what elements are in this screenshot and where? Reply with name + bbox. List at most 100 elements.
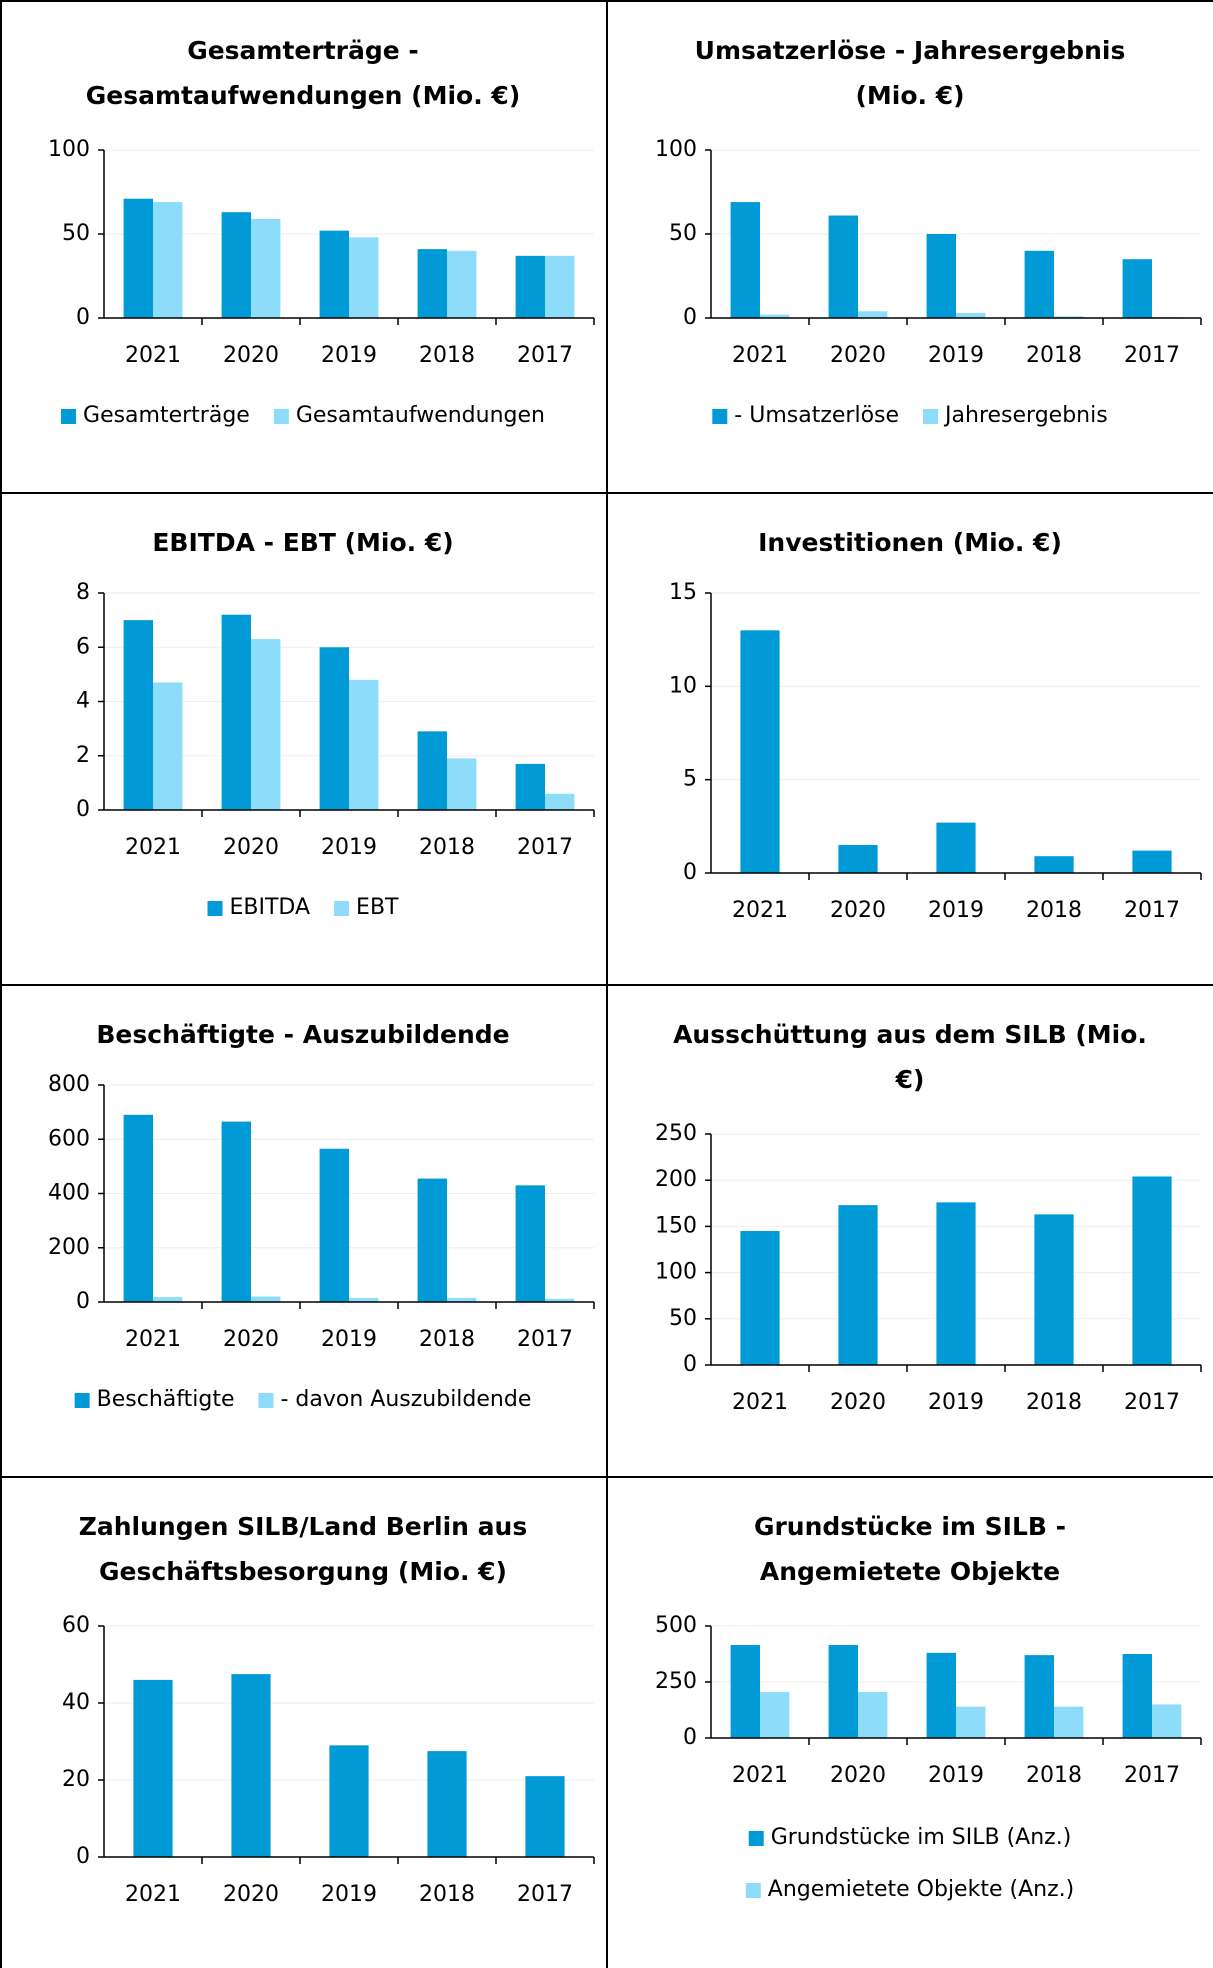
y-tick-label: 800 (48, 1072, 90, 1097)
bar (1132, 850, 1172, 873)
legend-swatch (334, 901, 350, 916)
bar (1054, 1706, 1084, 1738)
bar (221, 212, 251, 318)
y-tick-label: 400 (48, 1181, 90, 1206)
bar (349, 679, 379, 810)
bar (545, 1298, 575, 1302)
bar (515, 1185, 545, 1302)
x-tick-label: 2020 (830, 1763, 886, 1788)
chart-cell: Ausschüttung aus dem SILB (Mio. €) 0 50 100 1… (607, 984, 1213, 1476)
chart-title: Zahlungen SILB/Land Berlin aus (79, 1512, 527, 1541)
bar (349, 1297, 379, 1302)
x-tick-label: 2019 (321, 343, 377, 368)
chart-cell: Zahlungen SILB/Land Berlin aus Geschäftsb… (0, 1476, 606, 1968)
bar (319, 1148, 349, 1302)
bar (926, 234, 956, 318)
bar (1152, 1704, 1182, 1738)
legend-label: Angemietete Objekte (Anz.) (768, 1877, 1074, 1902)
x-tick-label: 2017 (517, 835, 573, 860)
x-tick-label: 2020 (223, 835, 279, 860)
x-tick-label: 2020 (223, 1882, 279, 1907)
x-tick-label: 2020 (223, 343, 279, 368)
border (0, 492, 1213, 494)
y-tick-label: 5 (683, 767, 697, 792)
chart-title: Angemietete Objekte (760, 1557, 1060, 1586)
bar (417, 731, 447, 810)
bar (1122, 1654, 1152, 1738)
y-tick-label: 0 (76, 1289, 90, 1314)
bar (329, 1745, 369, 1857)
bar (1024, 1655, 1054, 1738)
bar (760, 1692, 790, 1738)
bar (545, 255, 575, 318)
chart: EBITDA - EBT (Mio. €) 0 2 4 6 8 2021 2020 2019 20… (76, 528, 595, 920)
chart-title: Ausschüttung aus dem SILB (Mio. (673, 1020, 1147, 1049)
y-tick-label: 150 (655, 1213, 697, 1238)
x-tick-label: 2021 (732, 898, 788, 923)
legend-label: Beschäftigte (97, 1387, 235, 1412)
x-tick-label: 2021 (125, 835, 181, 860)
y-tick-label: 40 (62, 1690, 90, 1715)
chart-title: Geschäftsbesorgung (Mio. €) (99, 1557, 507, 1586)
chart-title: €) (895, 1065, 925, 1094)
chart-title: Grundstücke im SILB - (754, 1512, 1066, 1541)
bar (858, 311, 888, 318)
legend-swatch (61, 409, 77, 424)
bar (1034, 856, 1074, 873)
x-tick-label: 2018 (1026, 898, 1082, 923)
x-tick-label: 2018 (419, 1327, 475, 1352)
bar (760, 314, 790, 318)
bar (828, 215, 858, 318)
x-tick-label: 2018 (1026, 1390, 1082, 1415)
y-tick-label: 6 (76, 634, 90, 659)
x-tick-label: 2017 (1124, 1390, 1180, 1415)
chart-title: Gesamterträge - (187, 36, 419, 65)
legend-swatch (207, 901, 223, 916)
bar (417, 1178, 447, 1302)
chart-cell: Grundstücke im SILB - Angemietete Objekte… (607, 1476, 1213, 1968)
y-tick-label: 200 (48, 1235, 90, 1260)
bar (1024, 250, 1054, 318)
x-tick-label: 2019 (321, 1327, 377, 1352)
bar (545, 793, 575, 810)
chart: Zahlungen SILB/Land Berlin aus Geschäftsb… (62, 1512, 595, 1907)
y-tick-label: 4 (76, 689, 90, 714)
y-tick-label: 0 (683, 860, 697, 885)
legend-swatch (712, 409, 728, 424)
legend-label: EBITDA (230, 895, 311, 920)
x-tick-label: 2018 (419, 835, 475, 860)
bar (319, 647, 349, 810)
y-tick-label: 15 (669, 580, 697, 605)
y-tick-label: 60 (62, 1613, 90, 1638)
bar (221, 614, 251, 810)
legend-swatch (74, 1393, 90, 1408)
bar (740, 1231, 780, 1365)
chart: Umsatzerlöse - Jahresergebnis (Mio. €) 0 50… (655, 36, 1202, 428)
bar (1054, 316, 1084, 318)
chart-cell: Investitionen (Mio. €) 0 5 10 15 2021 2020 2019… (607, 492, 1213, 984)
legend-label: Gesamtaufwendungen (296, 403, 545, 428)
chart: Beschäftigte - Auszubildende 0 200 400 600 80… (48, 1020, 595, 1412)
bar (447, 1297, 477, 1302)
bar (838, 845, 878, 873)
x-tick-label: 2018 (419, 343, 475, 368)
x-tick-label: 2020 (830, 898, 886, 923)
bar (730, 202, 760, 318)
legend-swatch (258, 1393, 274, 1408)
chart-title: Umsatzerlöse - Jahresergebnis (695, 36, 1126, 65)
bar (123, 620, 153, 810)
x-tick-label: 2017 (1124, 1763, 1180, 1788)
bar (447, 758, 477, 810)
legend-label: EBT (356, 895, 399, 920)
x-tick-label: 2020 (830, 343, 886, 368)
chart-cell: Gesamterträge - Gesamtaufwendungen (Mio. … (0, 0, 606, 492)
bar (730, 1645, 760, 1738)
bar (153, 202, 183, 318)
bar (1132, 1176, 1172, 1365)
x-tick-label: 2021 (732, 343, 788, 368)
legend-swatch (273, 409, 289, 424)
chart-title: Gesamtaufwendungen (Mio. €) (86, 81, 521, 110)
y-tick-label: 50 (62, 221, 90, 246)
y-tick-label: 0 (76, 305, 90, 330)
